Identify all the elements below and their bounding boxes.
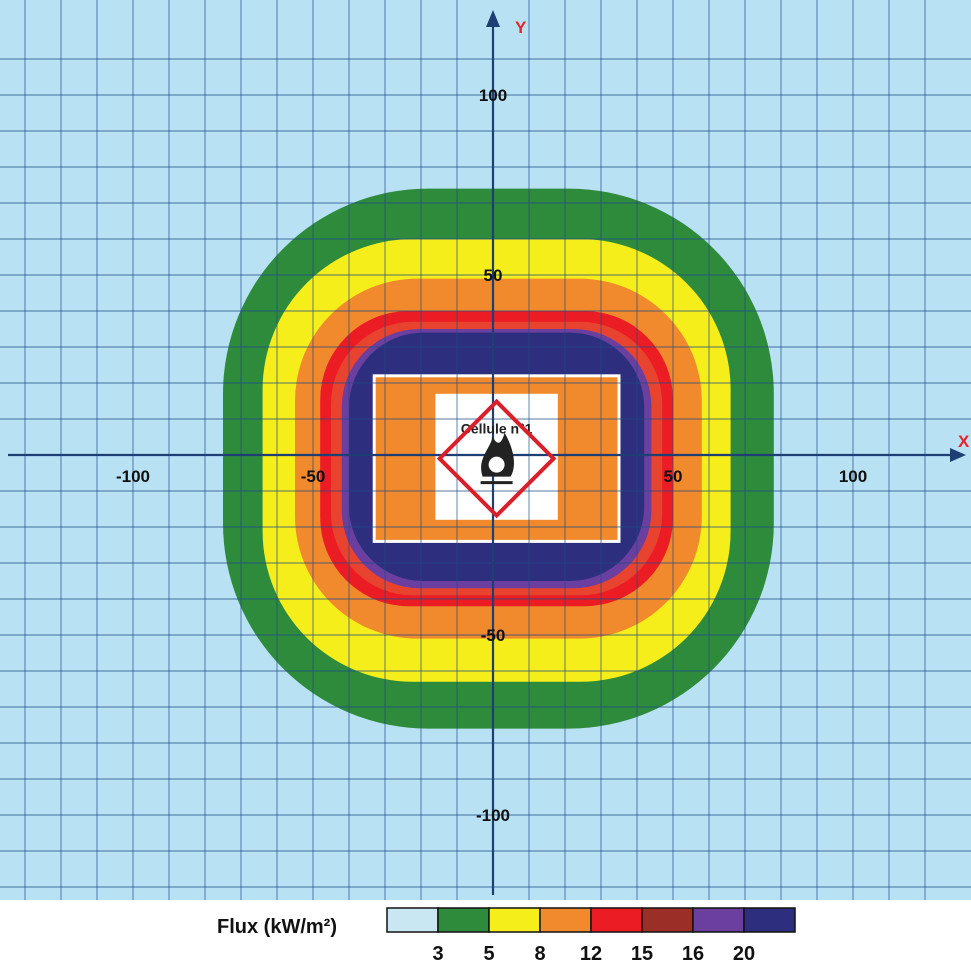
y-axis-arrow xyxy=(486,10,500,27)
legend: Flux (kW/m²) 3 5 8 12 15 16 20 xyxy=(217,907,796,965)
legend-swatch xyxy=(743,907,796,933)
legend-label: 20 xyxy=(733,943,755,965)
x-tick-label: -100 xyxy=(116,467,150,486)
legend-title: Flux (kW/m²) xyxy=(217,916,337,938)
legend-swatch xyxy=(590,907,643,933)
legend-label: 16 xyxy=(682,943,704,965)
flame-core xyxy=(488,456,505,473)
building-label: Cellule n°1 xyxy=(461,420,533,436)
legend-swatch xyxy=(641,907,694,933)
y-axis-label: Y xyxy=(515,18,527,37)
legend-swatch xyxy=(692,907,745,933)
y-tick-label: -100 xyxy=(476,806,510,825)
y-tick-label: 50 xyxy=(484,266,503,285)
flame-hazard-icon xyxy=(436,398,557,519)
y-tick-label: 100 xyxy=(479,86,507,105)
x-tick-label: 100 xyxy=(839,467,867,486)
legend-label: 8 xyxy=(534,943,545,965)
legend-swatch xyxy=(539,907,592,933)
legend-label: 12 xyxy=(580,943,602,965)
legend-swatch xyxy=(488,907,541,933)
legend-label: 5 xyxy=(483,943,494,965)
legend-label: 3 xyxy=(432,943,443,965)
legend-label: 15 xyxy=(631,943,653,965)
x-axis-arrow xyxy=(950,448,966,462)
x-tick-label: -50 xyxy=(301,467,326,486)
legend-swatch xyxy=(386,907,439,933)
y-tick-label: -50 xyxy=(481,626,506,645)
x-tick-label: 50 xyxy=(664,467,683,486)
heat-flux-map: X Y -100 -50 50 100 100 50 -50 -100 Cellule n°1 xyxy=(0,0,971,900)
x-axis-label: X xyxy=(958,432,970,451)
legend-swatch xyxy=(437,907,490,933)
